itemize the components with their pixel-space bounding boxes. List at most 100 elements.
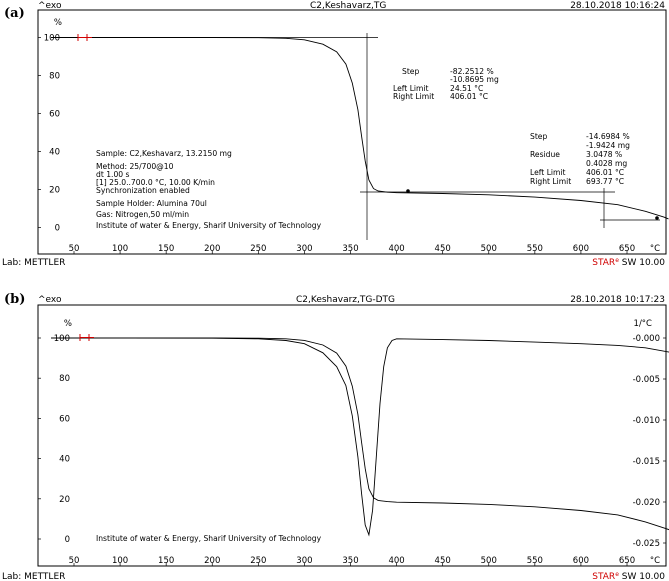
x-tick-label: 100 [112, 244, 128, 254]
x-tick-label: 350 [342, 244, 358, 254]
panel-a-label: (a) [4, 6, 25, 21]
panel-a-y-tick-labels: 0 20 40 60 80 100 [38, 34, 60, 234]
y-tick-label: 40 [59, 455, 70, 465]
panel-b-y-unit: % [64, 319, 72, 329]
step2-residue-pct: 3.0478 % [586, 150, 622, 159]
panel-a-step2-annotation: Step -14.6984 % -1.9424 mg Residue 3.047… [530, 132, 630, 186]
panel-a-y-unit: % [54, 18, 62, 28]
x-tick-label: 100 [112, 556, 128, 566]
panel-a-x-tick-labels: 50 100 150 200 250 300 350 400 450 500 550 600 650 [69, 244, 635, 254]
panel-a-start-marker [77, 34, 92, 41]
panel-b-start-marker [79, 334, 94, 341]
star-logo-text: STAR [592, 572, 615, 581]
y2-tick-label: -0.015 [633, 457, 660, 467]
x-tick-label: 250 [250, 244, 266, 254]
panel-a: (a) ^exo C2,Keshavarz,TG 28.10.2018 10:1… [2, 1, 669, 268]
sample-info-line: Institute of water & Energy, Sharif Univ… [96, 221, 322, 230]
y-tick-label: 20 [49, 186, 60, 196]
y-tick-label: 80 [49, 72, 60, 82]
x-tick-label: 500 [481, 556, 497, 566]
software-version: SW 10.00 [619, 258, 665, 268]
x-tick-label: 50 [69, 556, 80, 566]
x-tick-label: 650 [619, 244, 635, 254]
star-logo-sup: e [615, 571, 619, 578]
panel-a-exo-label: ^exo [38, 1, 62, 11]
y2-tick-label: -0.000 [633, 334, 660, 344]
panel-a-datetime: 28.10.2018 10:16:24 [570, 1, 665, 11]
x-tick-label: 500 [481, 244, 497, 254]
panel-a-sample-info: Sample: C2,Keshavarz, 13.2150 mg Method:… [96, 149, 322, 230]
panel-b-y-tick-labels: 0 20 40 60 80 100 [38, 334, 70, 545]
panel-a-x-unit: °C [650, 244, 660, 254]
y2-tick-label: -0.005 [633, 375, 660, 385]
panel-a-limit-marker [406, 189, 410, 193]
sample-info-line: [1] 25.0..700.0 °C, 10.00 K/min [96, 178, 215, 187]
step1-step-mg: -10.8695 mg [450, 75, 499, 84]
sample-info-line: Method: 25/700@10 [96, 162, 174, 171]
panel-b-x-unit: °C [650, 556, 660, 566]
panel-b-label: (b) [4, 292, 25, 307]
sample-info-line: dt 1.00 s [96, 170, 130, 179]
step1-right-label: Right Limit [393, 92, 434, 101]
panel-b-series [51, 337, 669, 537]
panel-b-institute-note: Institute of water & Energy, Sharif Univ… [96, 534, 322, 543]
panel-b-datetime: 28.10.2018 10:17:23 [570, 295, 665, 305]
panel-a-lab-label: Lab: METTLER [2, 258, 65, 268]
tg-curve [51, 337, 669, 531]
star-logo-sup: e [615, 257, 619, 264]
step2-residue-mg: 0.4028 mg [586, 159, 627, 168]
x-tick-label: 650 [619, 556, 635, 566]
x-tick-label: 50 [69, 244, 80, 254]
x-tick-label: 400 [388, 556, 404, 566]
x-tick-label: 550 [527, 556, 543, 566]
y-tick-label: 0 [55, 224, 60, 234]
step2-right-value: 693.77 °C [586, 177, 624, 186]
y-tick-label: 40 [49, 148, 60, 158]
y-tick-label: 20 [59, 495, 70, 505]
y-tick-label: 100 [44, 34, 60, 44]
step2-left-value: 406.01 °C [586, 168, 624, 177]
step2-step-label: Step [530, 132, 547, 141]
x-tick-label: 550 [527, 244, 543, 254]
x-tick-label: 300 [296, 556, 312, 566]
panel-a-end-marker [655, 216, 659, 220]
x-tick-label: 150 [158, 556, 174, 566]
y-tick-label: 80 [59, 374, 70, 384]
panel-b-x-tick-labels: 50 100 150 200 250 300 350 400 450 500 550 600 650 [69, 556, 635, 566]
step2-residue-label: Residue [530, 150, 560, 159]
panel-b-software-label: STARe SW 10.00 [592, 571, 665, 581]
step1-left-label: Left Limit [393, 84, 429, 93]
x-tick-label: 150 [158, 244, 174, 254]
sample-info-line: Gas: Nitrogen,50 ml/min [96, 210, 189, 219]
panel-a-software-label: STARe SW 10.00 [592, 257, 665, 268]
step1-left-value: 24.51 °C [450, 84, 483, 93]
step1-step-label: Step [402, 67, 419, 76]
panel-b: (b) ^exo C2,Keshavarz,TG-DTG 28.10.2018 … [2, 292, 669, 581]
panel-a-series [51, 37, 669, 220]
y-tick-label: 0 [65, 535, 70, 545]
panel-a-frame [37, 9, 667, 255]
panel-b-title: C2,Keshavarz,TG-DTG [296, 295, 395, 305]
panel-a-title: C2,Keshavarz,TG [310, 1, 386, 11]
y2-tick-label: -0.020 [633, 498, 660, 508]
star-logo-text: STAR [592, 258, 615, 268]
step2-step-mg: -1.9424 mg [586, 141, 630, 150]
panel-a-step1-annotation: Step -82.2512 % -10.8695 mg Left Limit 2… [393, 67, 499, 101]
step2-step-pct: -14.6984 % [586, 132, 630, 141]
x-tick-label: 200 [204, 244, 220, 254]
y-tick-label: 100 [54, 334, 70, 344]
step2-right-label: Right Limit [530, 177, 571, 186]
x-tick-label: 350 [342, 556, 358, 566]
x-tick-label: 600 [573, 556, 589, 566]
panel-b-lab-label: Lab: METTLER [2, 572, 65, 581]
x-tick-label: 450 [435, 556, 451, 566]
step1-right-value: 406.01 °C [450, 92, 488, 101]
x-tick-label: 400 [388, 244, 404, 254]
step1-step-pct: -82.2512 % [450, 67, 494, 76]
step2-left-label: Left Limit [530, 168, 566, 177]
y2-tick-label: -0.010 [633, 416, 660, 426]
x-tick-label: 200 [204, 556, 220, 566]
x-tick-label: 450 [435, 244, 451, 254]
sample-info-line: Sample Holder: Alumina 70ul [96, 199, 207, 208]
